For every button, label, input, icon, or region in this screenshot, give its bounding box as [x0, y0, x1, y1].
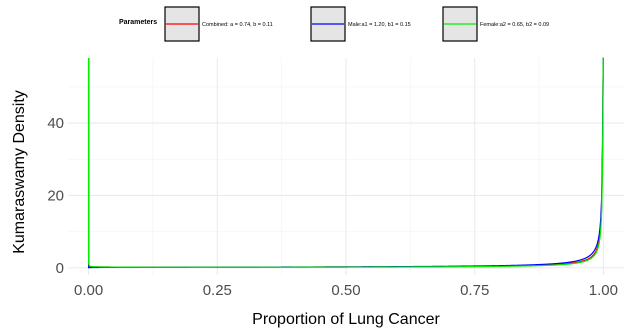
y-tick-label: 20 [47, 187, 64, 204]
y-tick-label: 40 [47, 115, 64, 132]
x-axis-title: Proportion of Lung Cancer [252, 311, 440, 328]
legend-label: Male:a1 = 1.20, b1 = 0.15 [348, 22, 411, 28]
legend-label: Combined: a = 0.74, b = 0.11 [202, 22, 273, 28]
y-axis-title: Kumaraswamy Density [11, 90, 28, 254]
legend: Parameters Combined: a = 0.74, b = 0.11 M… [119, 6, 549, 42]
x-axis-ticks: 0.00 0.25 0.50 0.75 1.00 [74, 282, 618, 299]
legend-label: Female:a2 = 0.65, b2 = 0.09 [480, 22, 549, 28]
legend-title: Parameters [119, 19, 157, 26]
y-tick-label: 0 [56, 260, 64, 277]
legend-item: Male:a1 = 1.20, b1 = 0.15 [310, 6, 411, 42]
x-tick-label: 0.00 [74, 282, 103, 299]
plot-series [87, 57, 604, 269]
legend-item: Combined: a = 0.74, b = 0.11 [164, 6, 273, 42]
x-tick-label: 0.50 [331, 282, 360, 299]
legend-item: Female:a2 = 0.65, b2 = 0.09 [442, 6, 549, 42]
plot-grid [68, 58, 624, 275]
x-tick-label: 0.75 [460, 282, 489, 299]
x-tick-label: 0.25 [203, 282, 232, 299]
series-line [87, 57, 604, 268]
y-axis-ticks: 0 20 40 [47, 115, 64, 277]
x-tick-label: 1.00 [589, 282, 618, 299]
